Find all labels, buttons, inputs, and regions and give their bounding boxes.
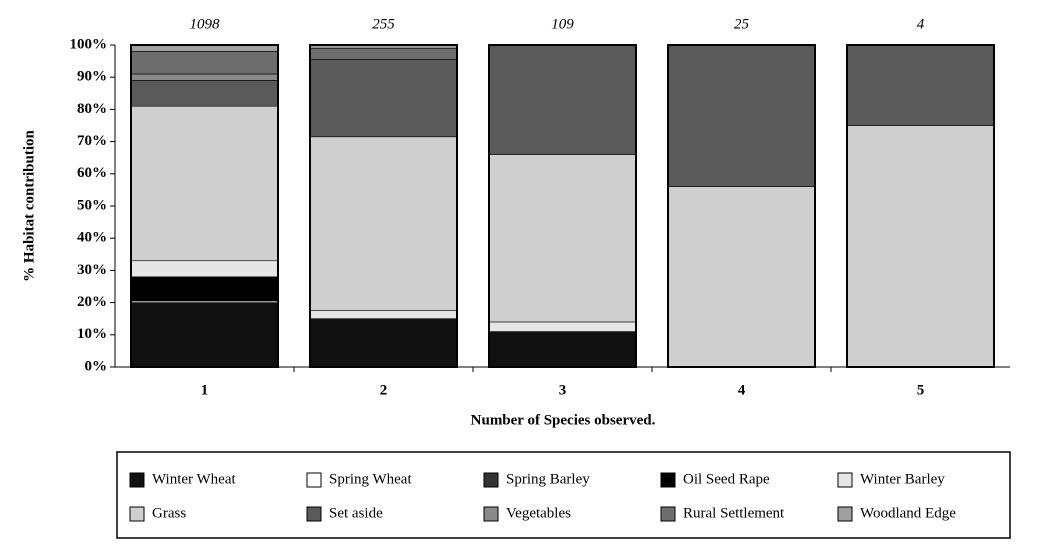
bar-segment bbox=[309, 136, 458, 311]
y-tick-label: 100% bbox=[70, 36, 108, 52]
y-tick-label: 20% bbox=[77, 294, 107, 310]
y-tick-label: 70% bbox=[77, 133, 107, 149]
y-tick-label: 80% bbox=[77, 101, 107, 117]
bar-segment bbox=[488, 321, 637, 332]
legend-swatch bbox=[660, 506, 676, 522]
legend-swatch bbox=[129, 506, 145, 522]
x-tick-label: 3 bbox=[559, 382, 567, 398]
bar-outline bbox=[667, 44, 816, 368]
bar-outline bbox=[130, 44, 279, 368]
bar-segment bbox=[130, 302, 279, 368]
legend-swatch bbox=[306, 472, 322, 488]
bar-outline bbox=[846, 44, 995, 368]
bar-top-label: 109 bbox=[551, 16, 574, 32]
legend-label: Grass bbox=[152, 505, 186, 521]
x-tick-label: 2 bbox=[380, 382, 388, 398]
bar-segment bbox=[488, 331, 637, 368]
legend-box bbox=[116, 451, 1011, 539]
legend-label: Rural Settlement bbox=[683, 505, 785, 521]
bar-segment bbox=[130, 80, 279, 107]
bar-segment bbox=[488, 44, 637, 155]
legend-label: Winter Barley bbox=[860, 471, 945, 487]
x-tick-label: 4 bbox=[738, 382, 746, 398]
x-tick-label: 5 bbox=[917, 382, 925, 398]
y-axis-label: % Habitat contribution bbox=[21, 130, 37, 282]
legend-label: Winter Wheat bbox=[152, 471, 236, 487]
y-tick-label: 30% bbox=[77, 262, 107, 278]
bar-segment bbox=[667, 186, 816, 368]
bar-segment bbox=[130, 51, 279, 75]
legend-swatch bbox=[837, 506, 853, 522]
bar-segment bbox=[130, 73, 279, 81]
bar-segment bbox=[309, 310, 458, 319]
x-axis-label: Number of Species observed. bbox=[471, 412, 656, 428]
bar-segment bbox=[309, 59, 458, 138]
legend-label: Woodland Edge bbox=[860, 505, 956, 521]
y-tick-label: 0% bbox=[85, 358, 108, 374]
bar-segment bbox=[130, 260, 279, 278]
bar-segment bbox=[130, 276, 279, 302]
legend-swatch bbox=[306, 506, 322, 522]
legend-swatch bbox=[660, 472, 676, 488]
legend-swatch bbox=[129, 472, 145, 488]
legend-label: Spring Wheat bbox=[329, 471, 412, 487]
bar-top-label: 1098 bbox=[190, 16, 221, 32]
bar-top-label: 4 bbox=[917, 16, 925, 32]
y-tick-label: 40% bbox=[77, 230, 107, 246]
legend-label: Spring Barley bbox=[506, 471, 590, 487]
bar-outline bbox=[488, 44, 637, 368]
legend-label: Vegetables bbox=[506, 505, 571, 521]
legend-swatch bbox=[483, 472, 499, 488]
bar-top-label: 255 bbox=[372, 16, 395, 32]
y-tick-label: 90% bbox=[77, 69, 107, 85]
legend-label: Set aside bbox=[329, 505, 383, 521]
y-tick-label: 50% bbox=[77, 197, 107, 213]
bar-segment bbox=[309, 47, 458, 60]
legend-swatch bbox=[837, 472, 853, 488]
bar-top-label: 25 bbox=[734, 16, 750, 32]
bar-outline bbox=[309, 44, 458, 368]
y-tick-label: 10% bbox=[77, 326, 107, 342]
bar-segment bbox=[846, 44, 995, 126]
bar-segment bbox=[488, 154, 637, 323]
legend-label: Oil Seed Rape bbox=[683, 471, 770, 487]
bar-segment bbox=[130, 105, 279, 262]
bar-segment bbox=[846, 125, 995, 368]
legend-swatch bbox=[483, 506, 499, 522]
bar-segment bbox=[667, 44, 816, 187]
bar-segment bbox=[309, 318, 458, 368]
y-tick-label: 60% bbox=[77, 165, 107, 181]
x-tick-label: 1 bbox=[201, 382, 209, 398]
